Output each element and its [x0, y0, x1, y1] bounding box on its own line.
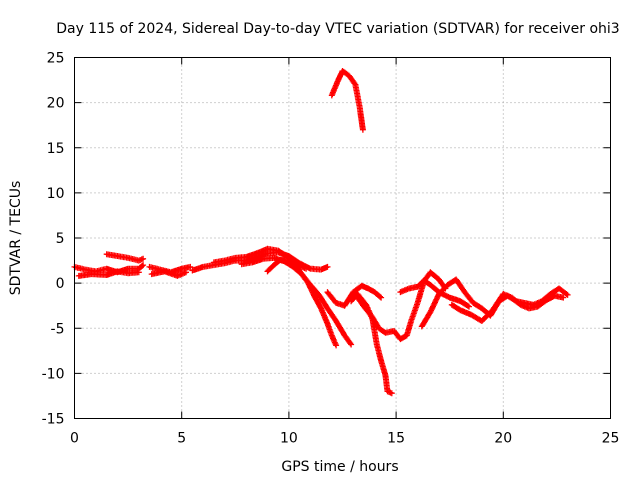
x-tick-label: 5 [177, 431, 186, 447]
series-arc-5 [148, 268, 189, 279]
series-arc-3 [103, 251, 147, 264]
data-points [75, 268, 142, 279]
data-points [328, 68, 366, 133]
y-tick-label: -10 [42, 366, 65, 382]
y-axis-label: SDTVAR / TECUs [8, 181, 24, 296]
data-points [238, 254, 355, 348]
series-arc-10 [324, 282, 385, 309]
y-tick-label: 0 [56, 276, 65, 292]
x-axis-label: GPS time / hours [281, 459, 398, 475]
data-points [348, 291, 395, 397]
y-tick-label: -15 [42, 412, 65, 428]
x-tick-label: 10 [280, 431, 298, 447]
y-tick-label: 5 [56, 231, 65, 247]
y-tick-label: 15 [47, 141, 65, 157]
series-arc-13 [328, 68, 366, 133]
x-tick-label: 25 [602, 431, 620, 447]
x-tick-label: 0 [70, 431, 79, 447]
y-tick-label: -5 [51, 321, 65, 337]
y-tick-label: 25 [47, 51, 65, 67]
y-axis-ticks: -15 -10 -5 0 5 10 15 20 25 [42, 51, 611, 428]
series-arc-2 [75, 268, 142, 279]
series-arc-14 [397, 277, 472, 310]
data-points [148, 268, 189, 279]
series-arc-11 [348, 291, 395, 397]
x-tick-label: 15 [387, 431, 405, 447]
data-points [264, 256, 310, 275]
x-tick-label: 20 [494, 431, 512, 447]
y-tick-label: 20 [47, 96, 65, 112]
x-axis-ticks: 0 5 10 15 20 25 [70, 57, 620, 447]
series-arc-9 [264, 256, 310, 275]
series-arc-16 [448, 291, 567, 324]
plot-frame [74, 57, 611, 419]
series-arc-8 [238, 254, 355, 348]
grid [74, 57, 611, 419]
chart-title: Day 115 of 2024, Sidereal Day-to-day VTE… [56, 21, 619, 37]
data-points [103, 251, 147, 264]
data-points [448, 291, 567, 324]
y-tick-label: 10 [47, 186, 65, 202]
data-series [71, 68, 571, 397]
data-points [397, 277, 472, 310]
data-points [324, 282, 385, 309]
